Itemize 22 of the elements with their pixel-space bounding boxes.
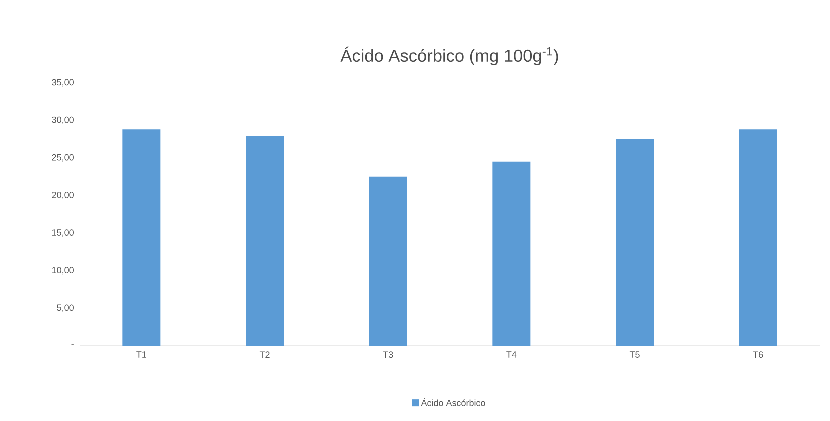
- x-tick-label: T4: [506, 352, 517, 358]
- y-tick-label: 5,00: [57, 304, 74, 312]
- y-tick-label: 25,00: [52, 154, 74, 162]
- x-tick-label: T6: [753, 352, 764, 358]
- y-tick-label: -: [72, 344, 74, 346]
- bar: [246, 136, 284, 346]
- legend-label: Ácido Ascórbico: [421, 398, 486, 406]
- y-tick-label: 20,00: [52, 192, 74, 200]
- bar: [122, 130, 161, 346]
- bar: [369, 176, 408, 346]
- x-tick-label: T1: [136, 352, 146, 358]
- y-tick-label: 10,00: [52, 267, 74, 275]
- y-tick-label: 35,00: [52, 79, 74, 87]
- chart-title: Ácido Ascórbico (mg 100g$^{-1}$): [340, 46, 558, 66]
- y-tick-label: 15,00: [52, 230, 74, 237]
- x-tick-label: T5: [630, 352, 640, 358]
- x-tick-label: T2: [260, 352, 270, 358]
- x-tick-label: T3: [383, 352, 394, 358]
- y-tick-label: 30,00: [52, 116, 74, 124]
- bar: [492, 162, 531, 346]
- bar: [616, 139, 654, 346]
- bar: [739, 130, 778, 346]
